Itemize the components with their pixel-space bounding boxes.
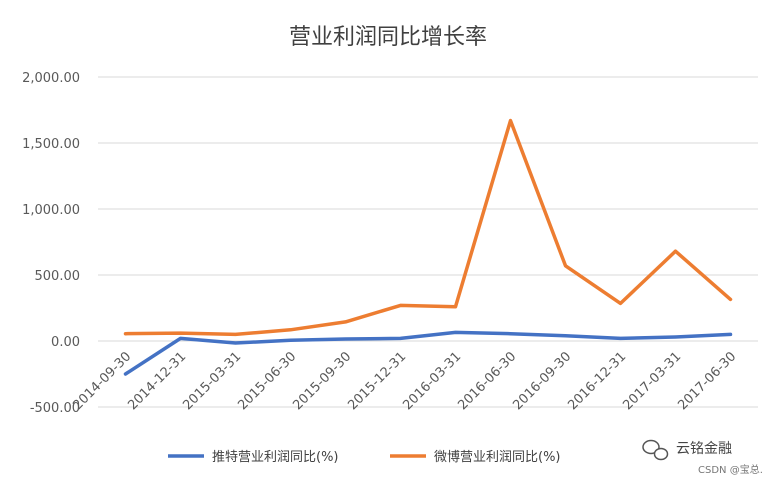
x-tick-label: 2015-06-30	[235, 349, 299, 413]
y-tick-label: 1,500.00	[22, 137, 80, 152]
series-lines	[123, 118, 733, 376]
x-tick-label: 2015-12-31	[345, 349, 409, 413]
legend-label: 微博营业利润同比(%)	[434, 450, 561, 465]
x-axis-ticks: 2014-09-302014-12-312015-03-312015-06-30…	[70, 349, 739, 413]
y-tick-label: 500.00	[35, 269, 81, 284]
x-tick-label: 2015-09-30	[290, 349, 354, 413]
x-tick-label: 2016-09-30	[510, 349, 574, 413]
x-tick-label: 2017-03-31	[620, 349, 684, 413]
x-tick-label: 2016-03-31	[400, 349, 464, 413]
x-tick-label: 2016-06-30	[455, 349, 519, 413]
y-tick-label: 0.00	[51, 335, 80, 350]
x-tick-label: 2014-12-31	[125, 349, 189, 413]
watermark: 云铭金融 CSDN @宝总.	[642, 439, 763, 476]
legend: 推特营业利润同比(%) 微博营业利润同比(%)	[168, 450, 561, 465]
y-tick-label: 1,000.00	[22, 203, 80, 218]
series-line-0	[123, 330, 733, 376]
y-tick-label: 2,000.00	[22, 71, 80, 86]
watermark-source: CSDN @宝总.	[698, 463, 763, 476]
legend-label: 推特营业利润同比(%)	[212, 450, 339, 465]
y-axis-ticks: 2,000.00 1,500.00 1,000.00 500.00 0.00 -500.0…	[22, 71, 80, 416]
series-line-1	[123, 118, 733, 337]
x-tick-label: 2016-12-31	[565, 349, 629, 413]
x-tick-label: 2017-06-30	[675, 349, 739, 413]
wechat-icon	[642, 439, 669, 461]
chart-title: 营业利润同比增长率	[289, 25, 487, 50]
x-tick-label: 2015-03-31	[180, 349, 244, 413]
grid-lines	[98, 76, 758, 408]
watermark-brand: 云铭金融	[676, 441, 732, 457]
x-tick-label: 2014-09-30	[70, 349, 134, 413]
y-tick-label: -500.00	[30, 401, 80, 416]
